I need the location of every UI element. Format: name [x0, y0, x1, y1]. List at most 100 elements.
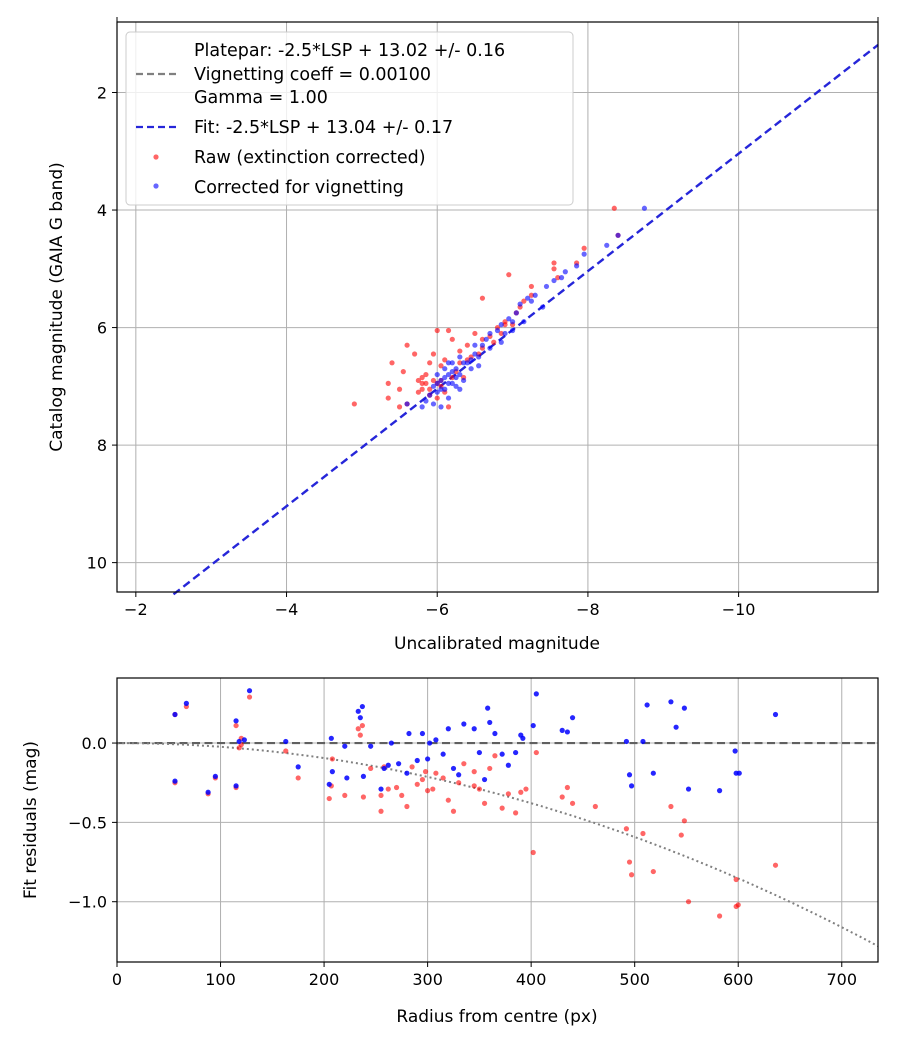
data-point — [438, 363, 444, 369]
residual-point — [626, 772, 633, 778]
legend: Platepar: -2.5*LSP + 13.02 +/- 0.16 Vign… — [125, 31, 574, 206]
data-point — [528, 298, 535, 304]
bottom-xtick-label: 200 — [309, 970, 340, 989]
residual-point — [440, 775, 446, 781]
residual-point — [406, 730, 412, 737]
residual-point — [456, 780, 462, 786]
data-point — [509, 327, 516, 334]
data-point — [438, 377, 444, 384]
data-point — [611, 205, 617, 211]
data-point — [442, 374, 448, 381]
residual-point — [205, 789, 211, 795]
residual-point — [419, 730, 426, 737]
data-point — [483, 336, 489, 342]
residual-point — [559, 727, 565, 733]
residual-point — [328, 735, 334, 741]
data-point — [412, 351, 418, 357]
data-point — [396, 404, 403, 410]
top-lines — [172, 43, 879, 596]
data-point — [427, 360, 433, 366]
residual-point — [440, 751, 446, 757]
data-point — [509, 319, 516, 325]
residual-point — [385, 762, 391, 768]
residual-point — [404, 803, 410, 810]
data-point — [641, 205, 648, 211]
bottom-ytick-label: 0.0 — [82, 734, 107, 753]
data-point — [517, 301, 523, 307]
data-point — [558, 275, 565, 281]
residual-point — [422, 769, 429, 775]
bottom-xlabel: Radius from centre (px) — [396, 1007, 597, 1027]
top-ytick-label: 10 — [87, 554, 107, 573]
residual-point — [681, 705, 687, 711]
residual-point — [513, 749, 519, 756]
residual-point — [732, 748, 738, 754]
residual-point — [505, 791, 511, 797]
residual-point — [592, 803, 598, 810]
data-point — [476, 354, 482, 360]
bottom-xtick-label: 400 — [516, 970, 547, 989]
data-point — [551, 277, 557, 284]
data-point — [472, 330, 478, 337]
data-point — [445, 327, 452, 334]
bottom-series-corrected — [172, 688, 779, 795]
legend-label-raw: Raw (extinction corrected) — [194, 148, 426, 168]
legend-swatch-red-dot — [153, 154, 159, 160]
residual-point — [360, 794, 367, 800]
top-xtick-label: −10 — [722, 600, 756, 619]
data-point — [498, 339, 504, 345]
data-point — [479, 342, 486, 348]
residual-point — [530, 722, 536, 729]
residual-point — [414, 757, 420, 764]
residual-point — [716, 788, 723, 794]
residual-point — [523, 786, 529, 792]
data-point — [434, 327, 440, 334]
data-point — [423, 371, 429, 378]
residual-point — [736, 770, 742, 776]
legend-label-vignetting: Vignetting coeff = 0.00100 — [194, 65, 431, 85]
data-point — [521, 319, 527, 325]
residual-point — [569, 715, 576, 721]
vignetting-curve — [117, 742, 879, 947]
residual-point — [487, 765, 493, 772]
residual-point — [342, 743, 348, 749]
residual-point — [456, 772, 462, 778]
top-xtick-label: −4 — [275, 600, 299, 619]
data-point — [562, 269, 568, 275]
bottom-ticks: 0 100 200 300 400 500 600 700 0.0 −0.5 −1.0 — [68, 734, 857, 989]
legend-label-gamma: Gamma = 1.00 — [194, 88, 328, 108]
data-point — [389, 360, 395, 366]
residual-point — [360, 773, 367, 779]
residual-point — [396, 761, 402, 767]
residual-point — [513, 810, 519, 816]
data-point — [464, 342, 470, 348]
bottom-lines — [117, 741, 879, 947]
residual-point — [433, 737, 439, 743]
residual-point — [564, 784, 570, 791]
data-point — [457, 386, 463, 392]
legend-box — [125, 31, 574, 206]
data-point — [476, 363, 482, 369]
data-point — [525, 295, 531, 301]
residual-point — [461, 721, 467, 727]
bottom-ytick-label: −0.5 — [68, 813, 107, 832]
data-point — [430, 351, 437, 357]
residual-point — [640, 738, 646, 745]
residual-point — [409, 764, 415, 770]
bottom-points — [172, 688, 779, 919]
bottom-ylabel: Fit residuals (mag) — [21, 741, 41, 899]
residual-point — [295, 764, 301, 770]
data-point — [528, 292, 535, 298]
data-point — [404, 342, 410, 348]
residual-point — [533, 691, 539, 697]
data-point — [419, 404, 425, 410]
data-point — [581, 251, 587, 257]
data-point — [434, 395, 440, 401]
top-xtick-label: −6 — [425, 600, 449, 619]
data-point — [506, 316, 512, 322]
residual-point — [399, 792, 405, 799]
data-point — [487, 330, 493, 337]
residual-point — [564, 729, 570, 735]
residual-point — [668, 699, 674, 705]
